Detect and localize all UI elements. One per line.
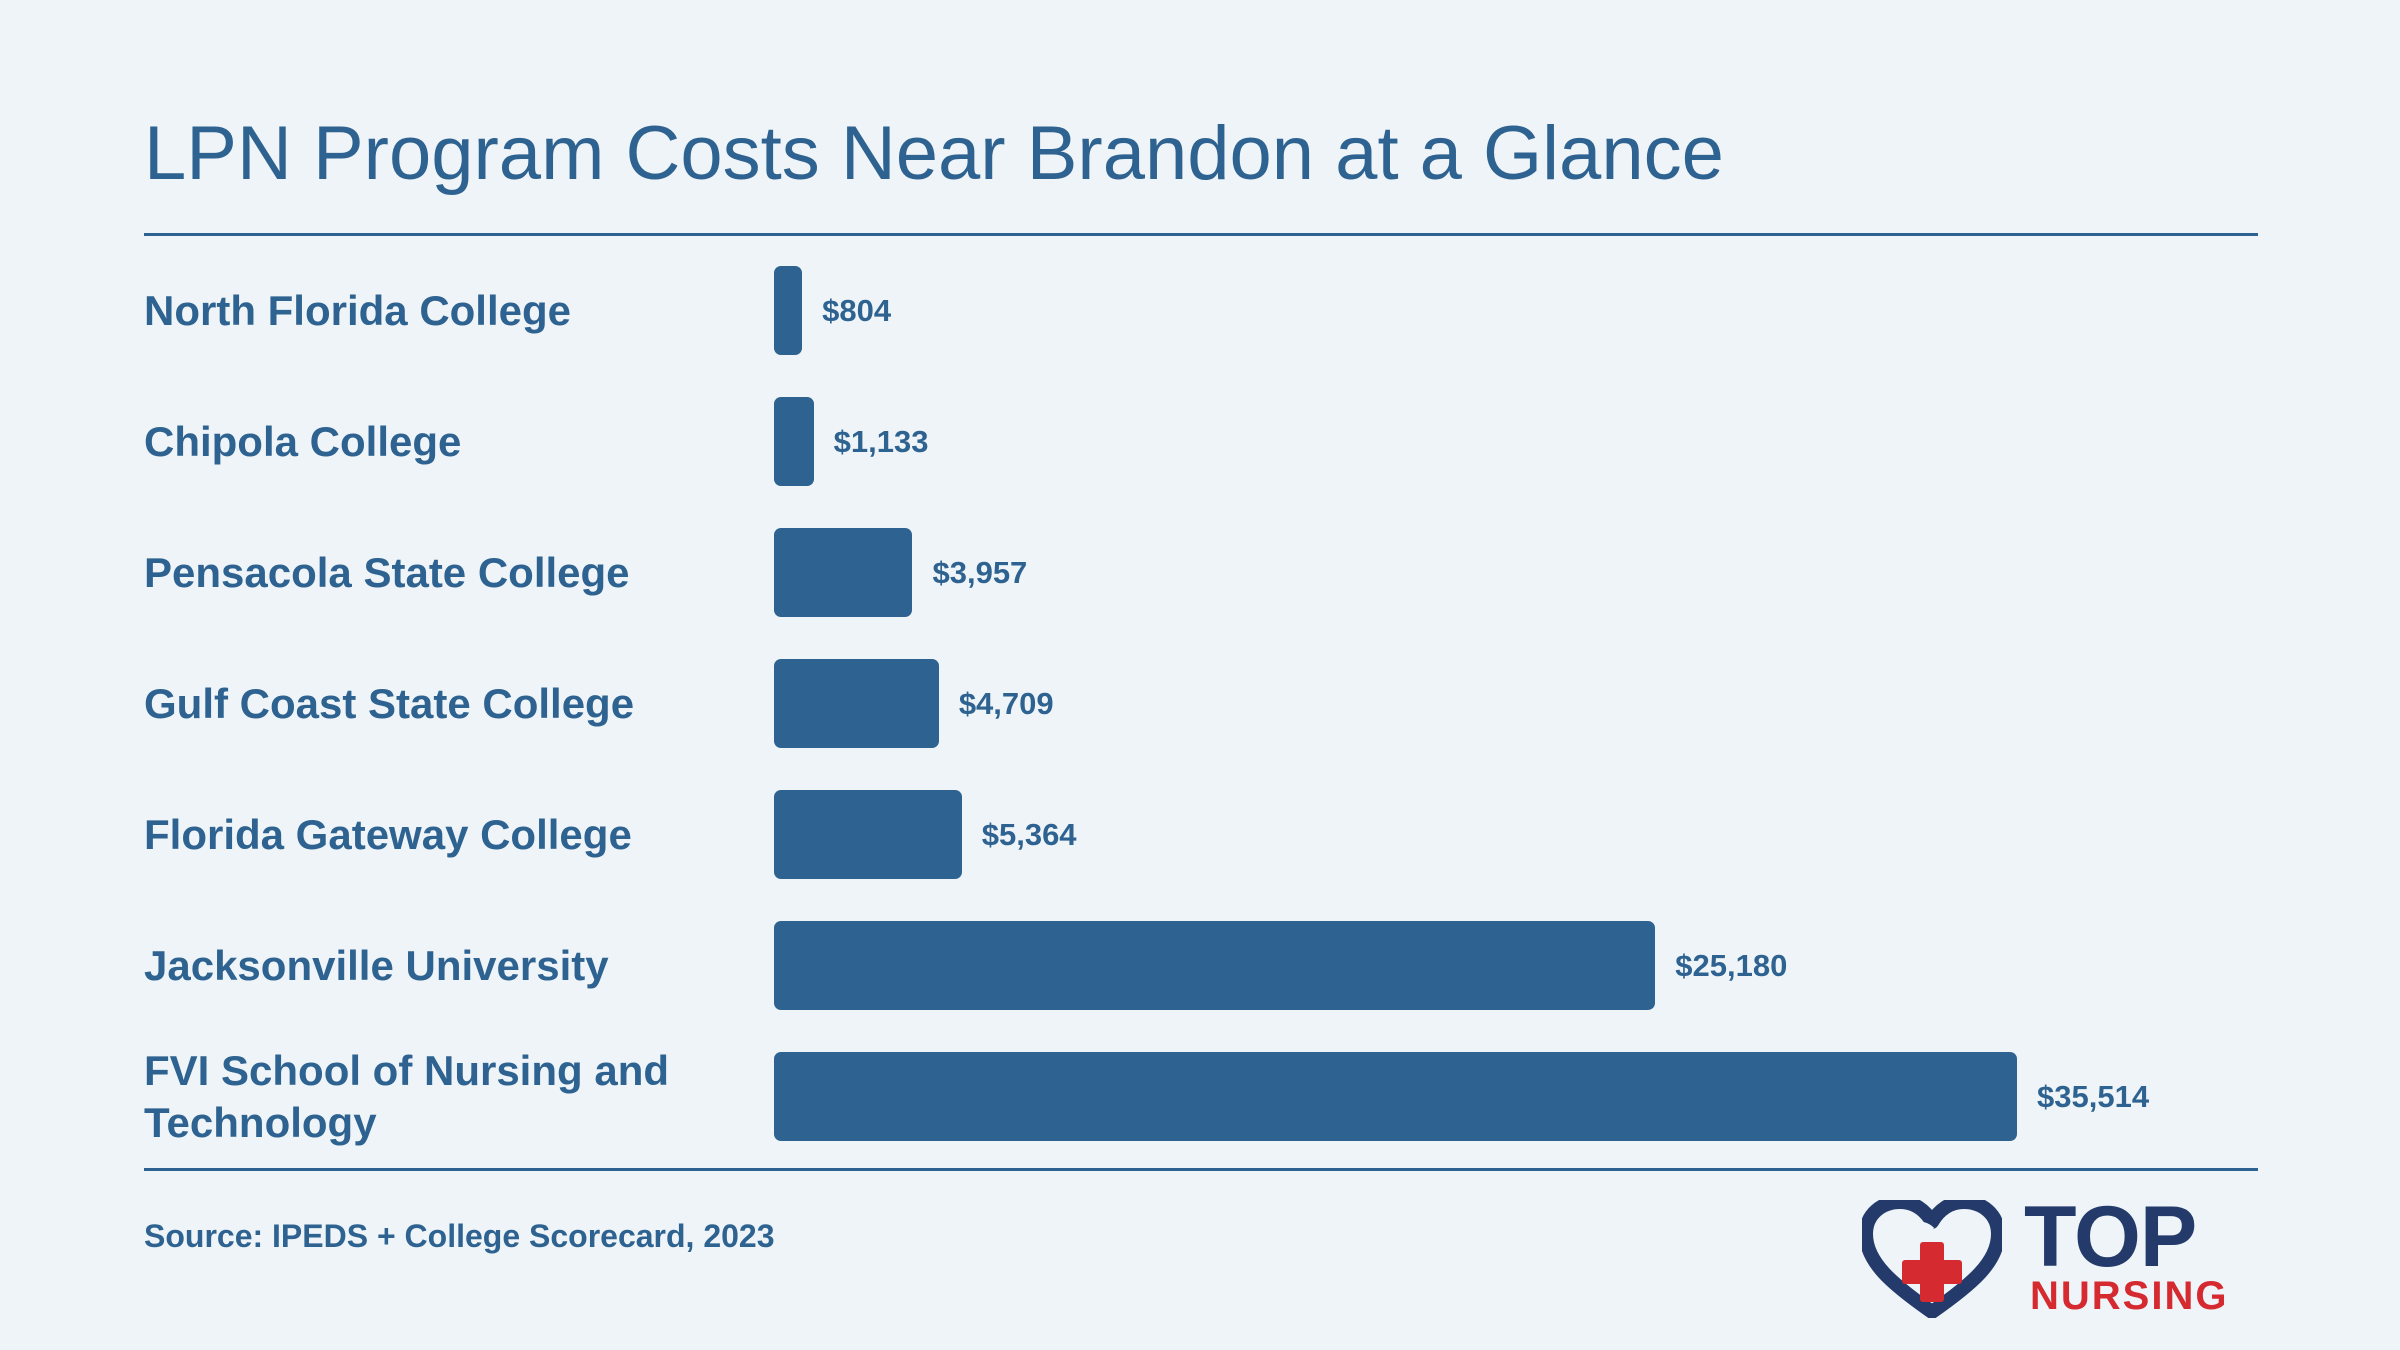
category-label: Florida Gateway College: [144, 810, 632, 858]
category-label: Pensacola State College: [144, 548, 630, 596]
bottom-divider: [144, 1168, 2258, 1171]
category-label: Chipola College: [144, 417, 462, 465]
category-label: North Florida College: [144, 286, 572, 334]
category-label: Jacksonville University: [144, 941, 609, 989]
bar: [774, 790, 962, 879]
value-label: $5,364: [981, 817, 1077, 852]
bar: [774, 528, 913, 617]
bar: [774, 397, 814, 486]
value-label: $25,180: [1675, 948, 1788, 983]
top-divider: [144, 233, 2258, 236]
bar: [774, 266, 803, 355]
source-note: Source: IPEDS + College Scorecard, 2023: [144, 1218, 775, 1254]
bar: [774, 1052, 2017, 1141]
value-label: $3,957: [932, 555, 1028, 590]
logo-word-top: TOP: [2024, 1189, 2197, 1285]
value-label: $4,709: [958, 686, 1054, 721]
category-label: FVI School of Nursing and Technology: [144, 1046, 669, 1146]
top-nursing-logo: TOP NURSING: [1862, 1194, 2262, 1318]
value-label: $804: [822, 293, 892, 328]
value-label: $1,133: [833, 424, 929, 459]
value-label: $35,514: [2037, 1079, 2150, 1114]
heart-cross-icon: [1862, 1200, 2002, 1318]
bar: [774, 659, 939, 748]
bar: [774, 921, 1656, 1010]
chart-title: LPN Program Costs Near Brandon at a Glan…: [144, 111, 1724, 196]
category-label: Gulf Coast State College: [144, 679, 635, 727]
logo-word-nursing: NURSING: [2030, 1274, 2229, 1318]
